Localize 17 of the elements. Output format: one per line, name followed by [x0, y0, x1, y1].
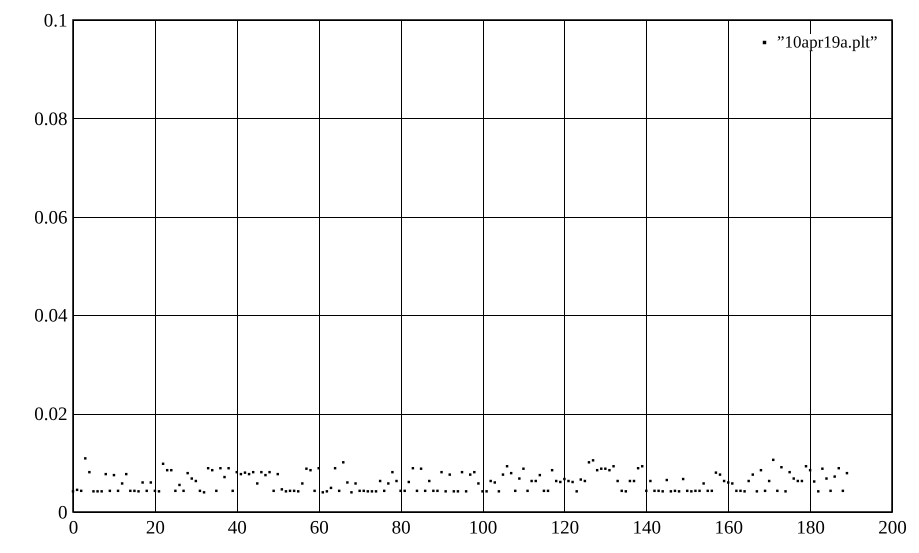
y-tick-label: 0.02 — [34, 404, 68, 426]
x-tick-label: 60 — [310, 518, 329, 538]
x-tick-label: 40 — [228, 518, 247, 538]
x-tick-label: 80 — [392, 518, 411, 538]
x-tick-label: 200 — [878, 518, 907, 538]
x-tick-label: 160 — [714, 518, 743, 538]
y-tick-label: 0 — [58, 502, 68, 524]
legend-label: ”10apr19a.plt” — [777, 32, 878, 52]
y-tick-label: 0.06 — [34, 207, 68, 228]
y-tick-label: 0.1 — [44, 10, 68, 32]
x-tick-label: 180 — [796, 518, 825, 538]
x-tick-label: 140 — [632, 518, 662, 538]
x-tick-label: 100 — [468, 518, 498, 538]
x-tick-label: 20 — [146, 518, 165, 538]
y-tick-label: 0.04 — [34, 306, 68, 327]
x-tick-label: 120 — [550, 518, 580, 538]
y-tick-label: 0.08 — [34, 108, 68, 130]
